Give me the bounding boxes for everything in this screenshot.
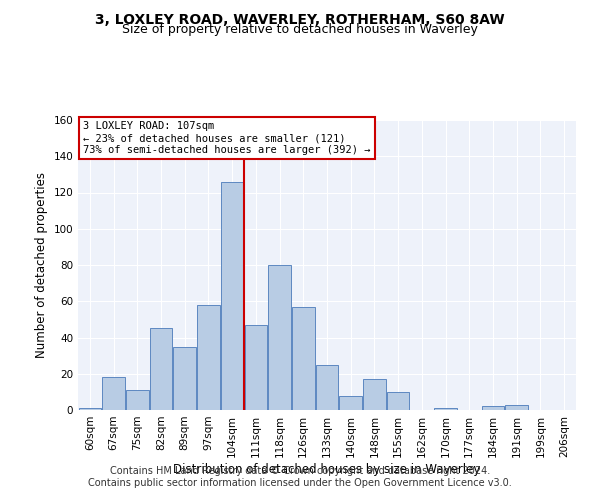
Bar [292, 306, 314, 410]
X-axis label: Distribution of detached houses by size in Waverley: Distribution of detached houses by size … [173, 462, 481, 475]
Bar [221, 182, 244, 410]
Y-axis label: Number of detached properties: Number of detached properties [35, 172, 48, 358]
Text: Size of property relative to detached houses in Waverley: Size of property relative to detached ho… [122, 22, 478, 36]
Bar [340, 396, 362, 410]
Bar [245, 325, 267, 410]
Bar [126, 390, 149, 410]
Bar [79, 408, 101, 410]
Bar [316, 364, 338, 410]
Bar [173, 346, 196, 410]
Bar [505, 404, 528, 410]
Text: 3, LOXLEY ROAD, WAVERLEY, ROTHERHAM, S60 8AW: 3, LOXLEY ROAD, WAVERLEY, ROTHERHAM, S60… [95, 12, 505, 26]
Bar [103, 378, 125, 410]
Bar [197, 305, 220, 410]
Bar [434, 408, 457, 410]
Bar [363, 379, 386, 410]
Bar [268, 265, 291, 410]
Text: 3 LOXLEY ROAD: 107sqm
← 23% of detached houses are smaller (121)
73% of semi-det: 3 LOXLEY ROAD: 107sqm ← 23% of detached … [83, 122, 370, 154]
Text: Contains HM Land Registry data © Crown copyright and database right 2024.
Contai: Contains HM Land Registry data © Crown c… [88, 466, 512, 487]
Bar [150, 328, 172, 410]
Bar [482, 406, 504, 410]
Bar [387, 392, 409, 410]
